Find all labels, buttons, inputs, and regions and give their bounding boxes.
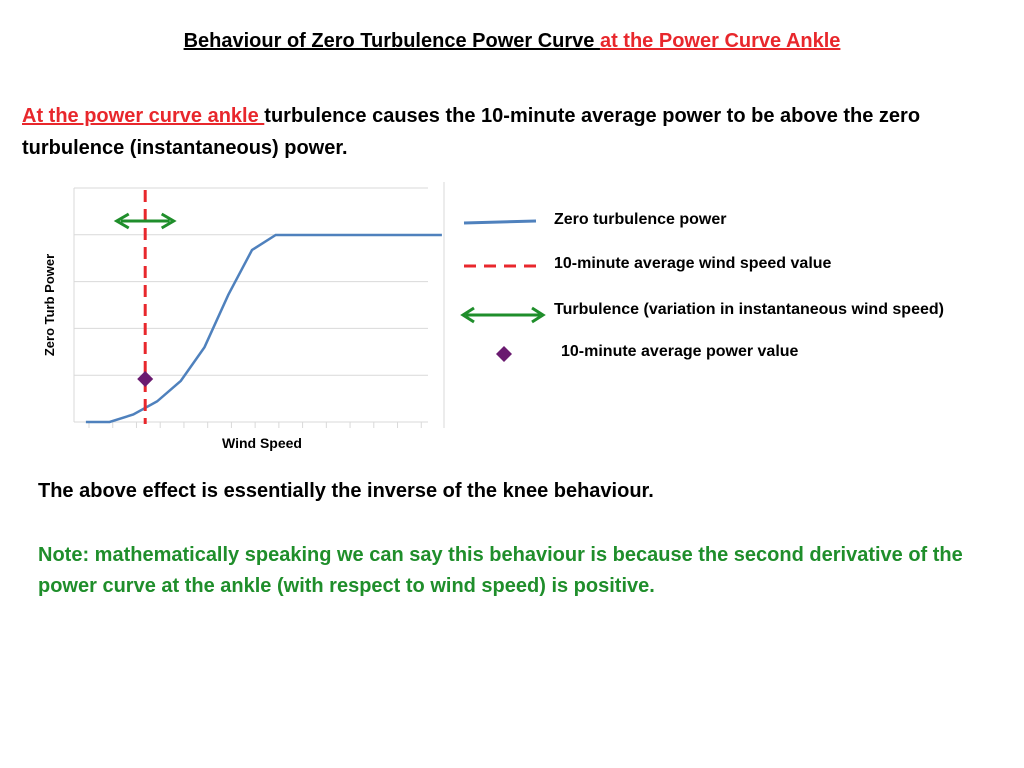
legend-line-icon bbox=[463, 219, 537, 225]
legend-label-zero-turbulence: Zero turbulence power bbox=[554, 211, 727, 228]
legend-symbol-diamond bbox=[496, 346, 512, 362]
diamond-icon bbox=[496, 346, 512, 362]
legend-arrow-right-head bbox=[531, 306, 546, 324]
turbulence-arrow-right-head bbox=[160, 212, 177, 230]
turbulence-arrow bbox=[113, 212, 177, 230]
x-axis-label: Wind Speed bbox=[222, 435, 302, 451]
legend-symbol-arrow bbox=[460, 306, 546, 324]
intro-lead: At the power curve ankle bbox=[22, 105, 265, 127]
title-part-2: at the Power Curve Ankle bbox=[599, 30, 841, 52]
math-note: Note: mathematically speaking we can say… bbox=[38, 544, 963, 597]
legend-symbol-dashed bbox=[464, 264, 538, 268]
legend-label-average-wind-speed: 10-minute average wind speed value bbox=[554, 255, 832, 272]
chart-gridlines bbox=[73, 187, 428, 423]
intro-rest: turbulence causes the 10-minute average … bbox=[22, 105, 921, 159]
title-part-1: Behaviour of Zero Turbulence Power Curve bbox=[183, 30, 600, 52]
legend-label-turbulence: Turbulence (variation in instantaneous w… bbox=[554, 301, 944, 318]
legend-symbol-line bbox=[463, 219, 537, 225]
y-axis-label: Zero Turb Power bbox=[42, 254, 57, 356]
power-curve-chart: Wind Speed Zero Turb Power bbox=[30, 180, 460, 470]
turbulence-arrow-left-head bbox=[113, 212, 130, 230]
chart-background bbox=[30, 180, 460, 470]
double-arrow-icon bbox=[460, 306, 546, 324]
average-power-marker bbox=[137, 370, 154, 387]
legend-arrow-left-head bbox=[460, 306, 475, 324]
slide-title: Behaviour of Zero Turbulence Power Curve… bbox=[0, 30, 1024, 53]
intro-paragraph: At the power curve ankle turbulence caus… bbox=[22, 100, 1007, 164]
x-axis-ticks bbox=[88, 422, 422, 428]
legend-label-average-power: 10-minute average power value bbox=[561, 343, 799, 360]
effect-statement: The above effect is essentially the inve… bbox=[38, 480, 654, 502]
